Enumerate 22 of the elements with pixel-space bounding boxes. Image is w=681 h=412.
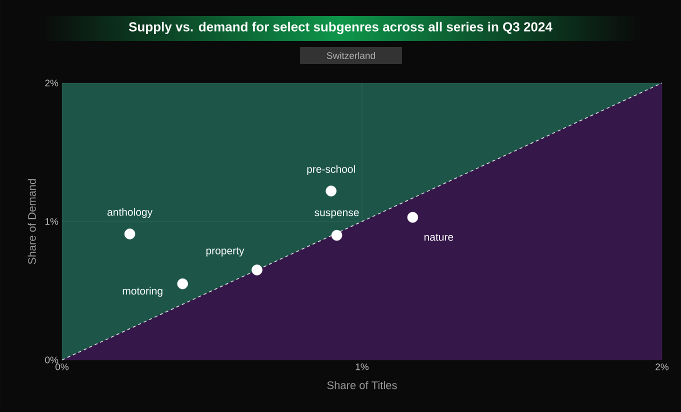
y-tick-label: 0%: [45, 356, 58, 364]
point: [252, 264, 262, 276]
annotation: motoring: [122, 286, 162, 297]
y-axis-title: Share of Demand: [28, 179, 36, 264]
x-tick-label: 0%: [56, 364, 69, 370]
y-tick-label: 2%: [45, 80, 58, 86]
y-tick-label: 1%: [45, 218, 58, 225]
chart-subtitle: Switzerland: [326, 52, 375, 59]
annotation: anthology: [107, 208, 153, 218]
x-axis-title: Share of Titles: [327, 381, 397, 390]
annotation: suspense: [314, 210, 359, 218]
x-tick-label: 2%: [656, 364, 669, 370]
point: [407, 212, 418, 223]
annotation: nature: [424, 234, 454, 241]
x-tick-label: 1%: [356, 364, 369, 370]
annotation: pre-school: [307, 165, 355, 175]
chart-title: Supply vs. demand for select subgenres across all series in Q3 2024: [128, 22, 552, 34]
annotation: property: [206, 247, 244, 256]
point: [331, 230, 342, 241]
point: [326, 186, 336, 196]
point: [177, 278, 188, 290]
point: [124, 228, 136, 240]
